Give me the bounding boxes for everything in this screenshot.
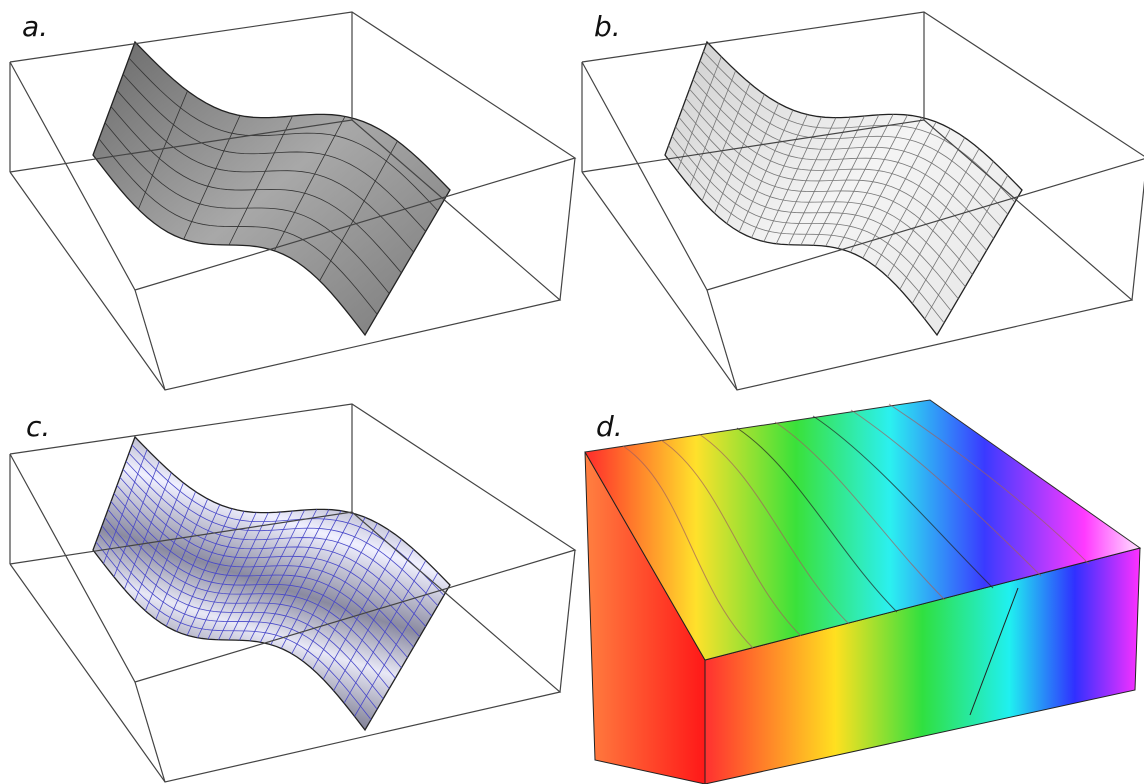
mesh-line — [689, 70, 737, 187]
mesh-line — [249, 509, 318, 642]
mesh-line — [862, 121, 937, 259]
mesh-line — [911, 161, 994, 304]
mesh-line — [354, 572, 439, 717]
mesh-line — [319, 140, 398, 281]
mesh-line — [837, 114, 908, 249]
mesh-line — [207, 512, 269, 640]
mesh-line — [155, 498, 209, 620]
contour-line — [774, 421, 946, 601]
mesh-line — [676, 56, 722, 172]
panel-label: a. — [22, 10, 48, 43]
mesh-line — [775, 117, 837, 244]
mesh-line — [197, 512, 257, 638]
mesh-line — [874, 128, 951, 267]
surface — [664, 40, 1023, 337]
mesh-line — [763, 116, 822, 242]
panel-label: b. — [594, 10, 621, 43]
mesh-line — [714, 94, 765, 214]
mesh-line — [813, 114, 880, 246]
surface — [92, 40, 451, 337]
mesh-line — [322, 538, 402, 680]
contour-line — [888, 403, 1090, 565]
contour-line — [622, 445, 754, 649]
mesh-line — [260, 509, 330, 643]
contour-line — [660, 439, 802, 637]
bounding-box — [581, 11, 1144, 391]
block-edge — [969, 587, 1019, 716]
mesh-line — [800, 115, 865, 246]
box-edge — [134, 681, 166, 783]
contour-line — [698, 433, 850, 625]
mesh-line — [124, 472, 172, 590]
surface-patch — [92, 40, 451, 337]
mesh-line — [850, 117, 923, 253]
mesh-line — [825, 114, 894, 247]
panel-label: d. — [596, 410, 623, 443]
surface-patch — [664, 40, 1023, 337]
contour-line — [850, 409, 1042, 577]
mesh-line — [144, 491, 196, 611]
contour-line — [736, 427, 898, 613]
mesh-line — [280, 513, 354, 649]
bounding-box — [9, 11, 577, 391]
surface-patch — [92, 435, 451, 732]
mesh-line — [228, 510, 293, 641]
mesh-line — [239, 509, 305, 641]
mesh-line — [333, 549, 415, 691]
box-edge — [706, 289, 738, 391]
mesh-line — [701, 83, 751, 201]
mesh-line — [113, 461, 160, 578]
box-edge — [559, 549, 576, 693]
mesh-line — [301, 522, 378, 661]
mesh-line — [312, 530, 390, 670]
mesh-line — [273, 116, 346, 251]
mesh-line — [899, 148, 980, 290]
mesh-line — [887, 137, 966, 277]
contour-line — [812, 415, 994, 589]
surface — [92, 435, 451, 732]
mesh-line — [176, 508, 233, 632]
mesh-line — [165, 504, 221, 627]
mesh-line — [228, 115, 293, 246]
mesh-line — [924, 175, 1009, 320]
mesh-line — [137, 90, 188, 210]
panel-label: c. — [26, 410, 50, 443]
mesh-line — [218, 511, 281, 640]
mesh-line — [751, 114, 808, 238]
bounding-box — [9, 403, 577, 783]
box-edge — [559, 157, 576, 301]
mesh-line — [270, 510, 342, 645]
mesh-line — [343, 560, 427, 704]
box-edge — [134, 289, 166, 391]
box-edge — [581, 11, 1144, 291]
mesh-line — [788, 116, 851, 245]
mesh-line — [726, 103, 779, 224]
mesh-line — [183, 115, 241, 240]
mesh-line — [738, 109, 794, 232]
mesh-line — [186, 511, 245, 636]
mesh-line — [103, 449, 148, 564]
colored-block — [584, 399, 1142, 784]
box-edge — [1131, 180, 1144, 301]
